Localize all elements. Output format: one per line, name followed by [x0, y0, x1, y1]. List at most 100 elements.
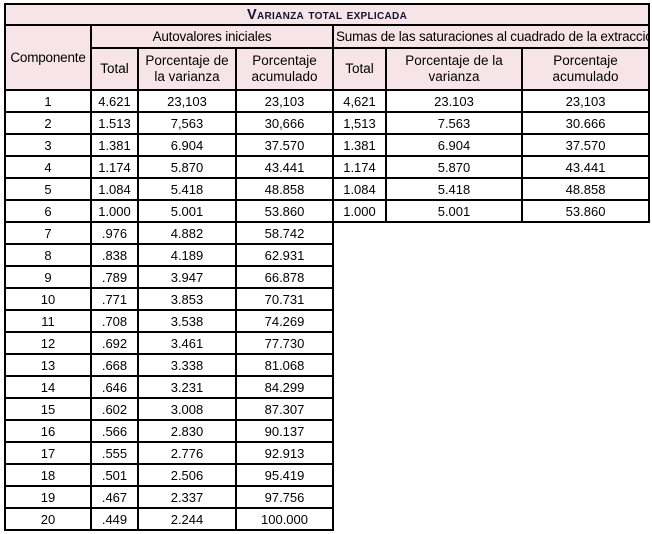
table-row: 1 4.621 23,103 23,103 4,621 23.103 23,10… [4, 89, 651, 113]
column-header-extraction-cumulative-pct: Porcentaje acumulado [520, 47, 651, 91]
cell-extraction-total: 1.381 [332, 133, 387, 157]
cell-component: 3 [4, 133, 92, 157]
cell-initial-variance-pct: 3.853 [137, 287, 237, 311]
column-group-sumas-saturaciones: Sumas de las saturaciones al cuadrado de… [331, 24, 651, 49]
cell-initial-total: .449 [90, 507, 139, 531]
cell-initial-total: 1.174 [90, 155, 139, 179]
cell-initial-total: .708 [90, 309, 139, 333]
cell-component: 1 [4, 89, 92, 113]
cell-initial-total: 1.513 [90, 111, 139, 135]
cell-initial-cumulative-pct: 90.137 [235, 419, 334, 443]
title-row: Varianza total explicada [3, 3, 651, 26]
cell-initial-total: 1.084 [90, 177, 139, 201]
cell-initial-cumulative-pct: 81.068 [235, 353, 334, 377]
cell-initial-cumulative-pct: 77.730 [235, 331, 334, 355]
cell-extraction-total: 4,621 [332, 89, 387, 113]
column-header-initial-total: Total [90, 47, 139, 91]
cell-extraction-cumulative-pct: 53.860 [520, 199, 651, 223]
cell-initial-variance-pct: 3.231 [137, 375, 237, 399]
cell-component: 12 [4, 331, 92, 355]
table-row: 7 .976 4.882 58.742 [4, 221, 649, 245]
column-group-autovalores-iniciales: Autovalores iniciales [90, 24, 334, 49]
table-row: 20 .449 2.244 100.000 [4, 507, 649, 531]
cell-extraction-total: 1.084 [332, 177, 387, 201]
cell-component: 14 [4, 375, 92, 399]
cell-extraction-variance-pct: 6.904 [385, 133, 523, 157]
cell-initial-total: .771 [90, 287, 139, 311]
table-row: 2 1.513 7,563 30,666 1,513 7.563 30.666 [4, 111, 651, 135]
cell-initial-variance-pct: 4.882 [137, 221, 237, 245]
column-header-initial-cumulative-pct: Porcentaje acumulado [235, 47, 334, 91]
table-header: Varianza total explicada Componente Auto… [3, 3, 651, 91]
cell-component: 9 [4, 265, 92, 289]
cell-component: 8 [4, 243, 92, 267]
cell-initial-cumulative-pct: 97.756 [235, 485, 334, 509]
table-row: 8 .838 4.189 62.931 [4, 243, 649, 267]
cell-initial-cumulative-pct: 66.878 [235, 265, 334, 289]
cell-component: 13 [4, 353, 92, 377]
cell-initial-cumulative-pct: 95.419 [235, 463, 334, 487]
cell-initial-variance-pct: 3.461 [137, 331, 237, 355]
cell-initial-variance-pct: 5.418 [137, 177, 237, 201]
cell-initial-total: .789 [90, 265, 139, 289]
cell-initial-total: .976 [90, 221, 139, 245]
cell-component: 10 [4, 287, 92, 311]
cell-initial-variance-pct: 7,563 [137, 111, 237, 135]
cell-initial-variance-pct: 2.830 [137, 419, 237, 443]
cell-component: 15 [4, 397, 92, 421]
cell-initial-total: .467 [90, 485, 139, 509]
table-row: 18 .501 2.506 95.419 [4, 463, 649, 487]
cell-initial-cumulative-pct: 92.913 [235, 441, 334, 465]
cell-initial-variance-pct: 2.506 [137, 463, 237, 487]
cell-extraction-cumulative-pct: 43.441 [520, 155, 651, 179]
cell-initial-cumulative-pct: 30,666 [235, 111, 334, 135]
cell-initial-total: 4.621 [90, 89, 139, 113]
cell-initial-total: .501 [90, 463, 139, 487]
table-row: 10 .771 3.853 70.731 [4, 287, 649, 311]
cell-initial-variance-pct: 23,103 [137, 89, 237, 113]
cell-initial-variance-pct: 6.904 [137, 133, 237, 157]
cell-extraction-cumulative-pct: 48.858 [520, 177, 651, 201]
table-row: 14 .646 3.231 84.299 [4, 375, 649, 399]
cell-extraction-total: 1,513 [332, 111, 387, 135]
cell-initial-cumulative-pct: 74.269 [235, 309, 334, 333]
cell-component: 4 [4, 155, 92, 179]
cell-initial-variance-pct: 3.947 [137, 265, 237, 289]
cell-extraction-variance-pct: 5.870 [385, 155, 523, 179]
cell-initial-total: .566 [90, 419, 139, 443]
cell-initial-total: .692 [90, 331, 139, 355]
cell-initial-variance-pct: 3.008 [137, 397, 237, 421]
cell-extraction-variance-pct: 23.103 [385, 89, 523, 113]
cell-extraction-cumulative-pct: 30.666 [520, 111, 651, 135]
group-header-row: Componente Autovalores iniciales Sumas d… [4, 24, 651, 91]
cell-initial-total: .646 [90, 375, 139, 399]
column-header-componente: Componente [4, 24, 92, 91]
cell-component: 16 [4, 419, 92, 443]
cell-initial-cumulative-pct: 70.731 [235, 287, 334, 311]
cell-initial-variance-pct: 5.870 [137, 155, 237, 179]
cell-extraction-variance-pct: 5.418 [385, 177, 523, 201]
cell-initial-total: .555 [90, 441, 139, 465]
table-row: 11 .708 3.538 74.269 [4, 309, 649, 333]
cell-initial-variance-pct: 5.001 [137, 199, 237, 223]
table-row: 17 .555 2.776 92.913 [4, 441, 649, 465]
cell-initial-variance-pct: 2.337 [137, 485, 237, 509]
table-row: 6 1.000 5.001 53.860 1.000 5.001 53.860 [4, 199, 651, 223]
cell-initial-cumulative-pct: 62.931 [235, 243, 334, 267]
cell-initial-cumulative-pct: 48.858 [235, 177, 334, 201]
cell-initial-variance-pct: 2.244 [137, 507, 237, 531]
cell-component: 19 [4, 485, 92, 509]
cell-extraction-cumulative-pct: 37.570 [520, 133, 651, 157]
table-row: 15 .602 3.008 87.307 [4, 397, 649, 421]
table-row: 4 1.174 5.870 43.441 1.174 5.870 43.441 [4, 155, 651, 179]
cell-initial-cumulative-pct: 43.441 [235, 155, 334, 179]
cell-extraction-cumulative-pct: 23,103 [520, 89, 651, 113]
cell-initial-cumulative-pct: 58.742 [235, 221, 334, 245]
table-row: 12 .692 3.461 77.730 [4, 331, 649, 355]
cell-initial-total: 1.000 [90, 199, 139, 223]
table-row: 3 1.381 6.904 37.570 1.381 6.904 37.570 [4, 133, 651, 157]
cell-initial-total: 1.381 [90, 133, 139, 157]
column-header-extraction-variance-pct: Porcentaje de la varianza [385, 47, 523, 91]
cell-component: 20 [4, 507, 92, 531]
